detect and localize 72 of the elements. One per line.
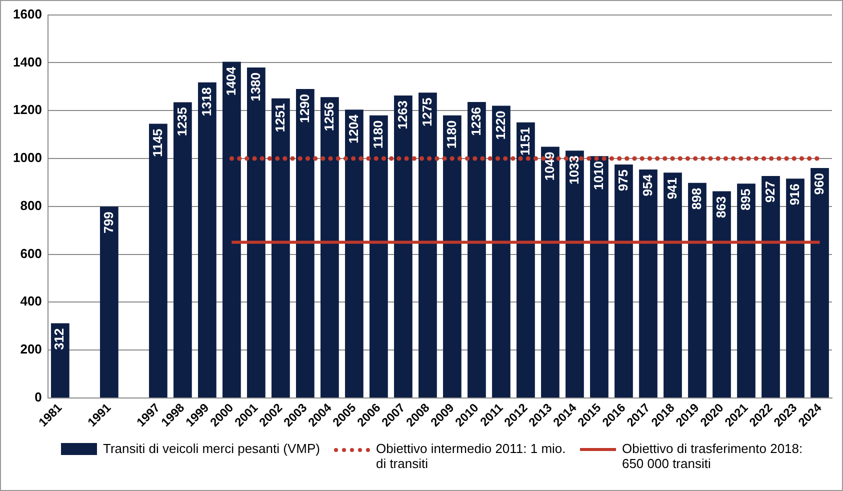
data-label: 954 — [640, 174, 655, 196]
data-label: 1318 — [198, 87, 214, 116]
y-tick-label: 1400 — [13, 54, 42, 70]
legend-label: Transiti di veicoli merci pesanti (VMP) — [103, 441, 320, 456]
data-label: 960 — [811, 173, 826, 195]
bar — [566, 150, 584, 398]
data-label: 1204 — [346, 114, 361, 144]
y-tick-label: 1200 — [13, 102, 42, 118]
bar — [418, 92, 437, 398]
data-label: 1033 — [566, 156, 582, 184]
bar — [541, 146, 560, 398]
data-label: 1404 — [223, 66, 238, 96]
bar — [370, 115, 388, 398]
bar — [173, 102, 192, 398]
data-label: 1180 — [444, 120, 459, 149]
legend-label: Obiettivo di trasferimento 2018: 650 000 transiti — [622, 441, 804, 471]
data-label: 1290 — [296, 94, 312, 123]
bar — [688, 182, 706, 398]
data-label: 1220 — [492, 110, 508, 140]
data-label: 898 — [688, 188, 704, 210]
data-label: 1235 — [174, 107, 190, 136]
bar — [786, 178, 804, 398]
data-label: 1251 — [272, 103, 288, 132]
data-label: 975 — [615, 169, 630, 192]
data-label: 1010 — [590, 161, 606, 190]
bar — [468, 102, 486, 398]
bar — [443, 115, 462, 398]
bar — [222, 62, 241, 398]
bar — [272, 98, 290, 398]
bar — [100, 206, 118, 398]
legend-label: Obiettivo intermedio 2011: 1 mio. di transiti — [376, 441, 566, 471]
bar — [148, 124, 168, 398]
data-label: 941 — [664, 178, 680, 200]
bar — [762, 176, 780, 398]
bar — [614, 164, 633, 398]
bar — [296, 89, 314, 398]
bar — [639, 169, 658, 398]
y-tick-label: 200 — [20, 342, 42, 357]
bar — [712, 191, 731, 398]
y-tick-label: 0 — [34, 390, 42, 405]
data-label: 895 — [738, 188, 753, 210]
data-label: 1263 — [394, 100, 410, 130]
data-label: 1180 — [370, 120, 386, 149]
bar — [198, 82, 216, 398]
bar — [590, 156, 608, 398]
bar — [50, 323, 70, 398]
data-label: 1256 — [321, 102, 336, 132]
data-label: 916 — [786, 184, 802, 206]
data-label: 1145 — [150, 128, 165, 157]
y-tick-label: 1000 — [13, 150, 42, 166]
bar — [737, 184, 756, 398]
bar — [664, 172, 682, 398]
data-label: 312 — [52, 328, 67, 350]
data-label: 1049 — [542, 152, 557, 181]
y-tick-label: 600 — [20, 246, 42, 261]
bar — [345, 110, 364, 398]
data-label: 1151 — [517, 127, 532, 156]
bar — [810, 168, 829, 398]
bar — [320, 97, 339, 398]
data-label: 1380 — [248, 72, 263, 102]
data-label: 799 — [100, 212, 116, 234]
y-tick-label: 1600 — [13, 6, 42, 22]
data-label: 1275 — [419, 98, 434, 127]
data-label: 863 — [713, 196, 728, 218]
bar — [492, 106, 510, 398]
bar — [516, 122, 535, 398]
bar — [247, 67, 266, 398]
y-tick-label: 800 — [20, 198, 42, 213]
y-tick-label: 400 — [20, 294, 42, 309]
data-label: 1236 — [468, 106, 484, 136]
bar — [394, 96, 412, 398]
data-label: 927 — [762, 180, 778, 203]
